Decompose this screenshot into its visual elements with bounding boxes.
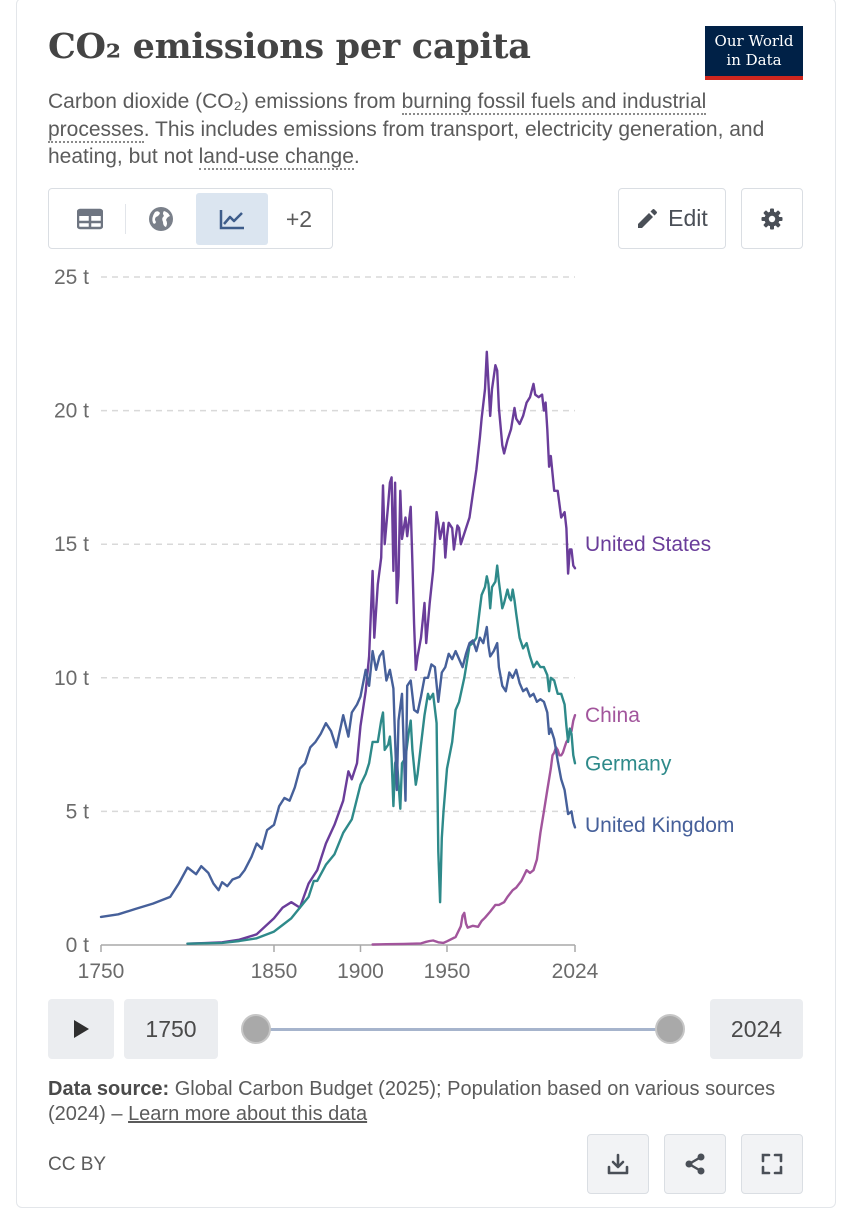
tab-map[interactable] — [127, 193, 195, 245]
timeline-start-handle[interactable] — [241, 1014, 271, 1044]
x-tick-label: 1950 — [424, 960, 471, 983]
data-source: Data source: Global Carbon Budget (2025)… — [48, 1077, 808, 1127]
timeline-slider-track[interactable] — [258, 1028, 672, 1031]
series-line-germany — [186, 564, 577, 945]
fullscreen-button[interactable] — [741, 1134, 803, 1194]
chart-subtitle: Carbon dioxide (CO₂) emissions from burn… — [48, 88, 798, 171]
tab-table[interactable] — [55, 193, 125, 245]
tab-chart[interactable] — [196, 193, 268, 245]
series-label-united-states: United States — [585, 533, 711, 556]
license-label: CC BY — [48, 1154, 107, 1175]
download-icon — [607, 1153, 629, 1175]
data-source-text: Global Carbon Budget (2025); Population … — [48, 1078, 776, 1125]
play-button[interactable] — [48, 999, 114, 1059]
end-year-box[interactable]: 2024 — [710, 999, 803, 1059]
share-button[interactable] — [664, 1134, 726, 1194]
series-label-germany: Germany — [585, 752, 672, 775]
data-source-label: Data source: — [48, 1078, 170, 1100]
tab-separator — [125, 204, 126, 234]
subtitle-text-1: Carbon dioxide (CO₂) emissions from — [48, 90, 402, 113]
fossil-fuels-link[interactable]: burning fossil fuels and industrial proc… — [48, 90, 707, 143]
view-tabs: +2 — [48, 188, 333, 249]
play-icon — [74, 1020, 89, 1038]
share-icon — [685, 1153, 705, 1175]
series-line-china — [371, 714, 577, 946]
series-label-united-kingdom: United Kingdom — [585, 814, 734, 837]
edit-label: Edit — [668, 205, 708, 231]
land-use-change-link[interactable]: land-use change — [198, 145, 354, 170]
globe-icon — [149, 207, 173, 231]
subtitle-text-2: . This includes emissions from transport… — [48, 117, 765, 169]
pencil-icon — [638, 208, 658, 228]
owid-logo[interactable]: Our World in Data — [705, 26, 803, 80]
start-year-box[interactable]: 1750 — [124, 999, 218, 1059]
gear-icon — [761, 208, 783, 229]
y-tick-label: 10 t — [54, 667, 89, 690]
x-tick-label: 1900 — [337, 960, 384, 983]
table-icon — [77, 208, 103, 230]
x-tick-label: 1850 — [251, 960, 298, 983]
line-chart: 0 t 5 t 10 t 15 t 20 t 25 t 1750 1850 1900 1950 20… — [54, 266, 734, 983]
logo-line-2: in Data — [726, 51, 782, 69]
series-line-united-kingdom — [99, 625, 577, 919]
download-button[interactable] — [587, 1134, 649, 1194]
x-tick-label: 1750 — [78, 960, 125, 983]
x-tick-label: 2024 — [552, 960, 599, 983]
series-label-china: China — [585, 704, 640, 727]
learn-more-link[interactable]: Learn more about this data — [128, 1103, 368, 1125]
series-line-united-states — [186, 350, 577, 945]
y-tick-label: 5 t — [66, 800, 90, 823]
timeline-end-handle[interactable] — [655, 1014, 685, 1044]
y-tick-label: 15 t — [54, 533, 89, 556]
tab-more[interactable]: +2 — [285, 205, 313, 232]
settings-button[interactable] — [741, 188, 803, 249]
fullscreen-icon — [761, 1153, 783, 1175]
subtitle-text-3: . — [353, 145, 360, 168]
y-tick-label: 0 t — [66, 934, 90, 957]
logo-line-1: Our World — [714, 32, 794, 50]
y-tick-label: 25 t — [54, 266, 89, 289]
edit-button[interactable]: Edit — [618, 188, 726, 249]
y-tick-label: 20 t — [54, 400, 89, 423]
chart-title: CO₂ emissions per capita — [48, 26, 531, 67]
line-chart-icon — [219, 210, 244, 230]
